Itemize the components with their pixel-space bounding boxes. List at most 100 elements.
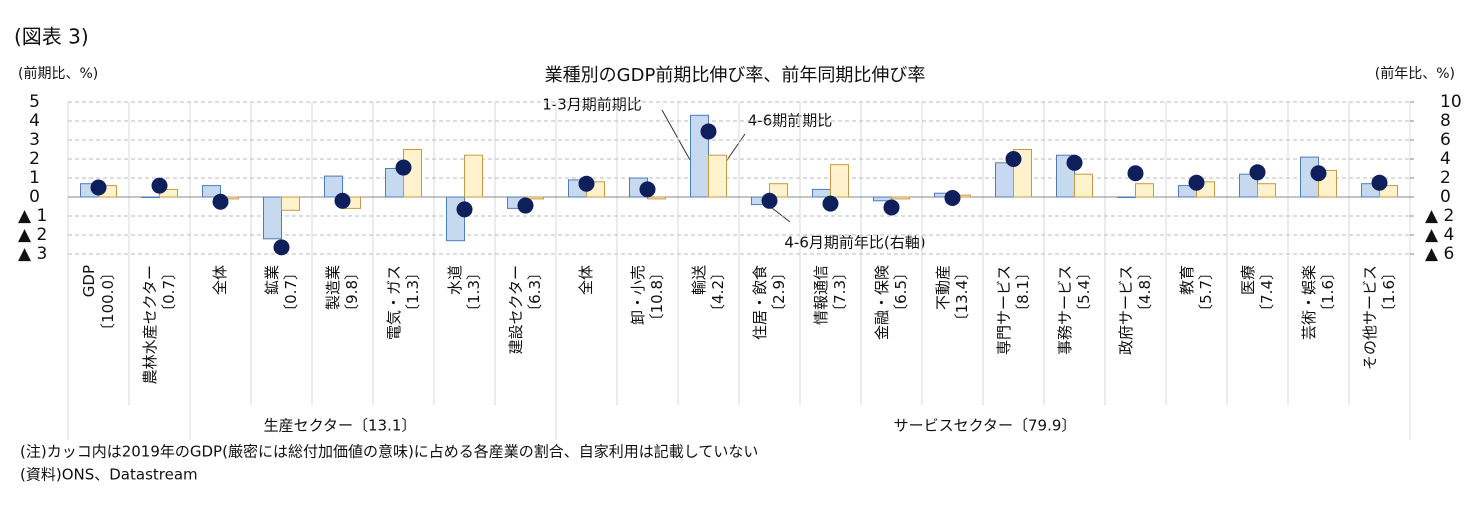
dot [1066,154,1083,171]
bar [281,196,300,211]
annotation: 4-6月期前年比(右軸) [784,234,925,252]
y2-tick-label: 0 [1440,187,1451,207]
dot [883,199,900,216]
dot [1188,174,1205,191]
x-tick-share: 〔1.6〕 [1380,265,1398,319]
x-tick-share: 〔8.1〕 [1014,265,1032,319]
note: (資料)ONS、Datastream [20,466,198,484]
x-tick-label: 全体 [211,265,229,295]
y2-tick-label: 4 [1440,149,1451,169]
dot [1310,165,1327,182]
x-tick-share: 〔1.6〕 [1319,265,1337,319]
x-tick-label: 金融・保険 [873,265,891,340]
dot [1249,164,1266,181]
dot [822,195,839,212]
chart-title: 業種別のGDP前期比伸び率、前年同期比伸び率 [545,65,926,86]
y-tick-label: 3 [29,130,40,150]
x-tick-share: 〔9.8〕 [343,265,361,319]
arrow [771,207,791,223]
arrow [724,133,746,164]
y-axis-label: (前期比、%) [18,65,98,82]
bar [1257,183,1276,198]
y-tick-label: 5 [29,92,40,112]
dot [1371,174,1388,191]
bar [1117,196,1136,198]
bar [769,183,788,198]
bar [812,188,831,198]
bar [202,185,221,198]
x-tick-label: 農林水産セクター [141,265,159,384]
y2-axis-label: (前年比、%) [1375,65,1455,82]
group-label: 生産セクター〔13.1〕 [264,417,417,435]
x-tick-share: 〔0.7〕 [282,265,300,319]
x-tick-label: 輸送 [690,265,708,295]
y-tick-label: 4 [29,111,40,131]
x-tick-label: 芸術・娯楽 [1300,265,1318,340]
x-tick-label: 水道 [446,265,464,295]
dot [639,181,656,198]
x-tick-label: 医療 [1239,265,1257,295]
y2-tick-label: 8 [1440,111,1451,131]
dot [151,177,168,194]
x-tick-share: 〔0.7〕 [160,265,178,319]
y2-tick-label: 2 [1440,168,1451,188]
x-tick-share: 〔5.4〕 [1075,265,1093,319]
x-tick-share: 〔4.2〕 [709,265,727,319]
x-tick-share: 〔1.3〕 [465,265,483,319]
arrow [661,109,691,161]
y-tick-label: ▲ 1 [18,206,47,226]
x-tick-label: 専門サービス [995,265,1013,355]
x-tick-share: 〔100.0〕 [99,265,117,338]
x-tick-label: 鉱業 [263,265,281,295]
x-tick-label: 住居・飲食 [751,265,769,340]
y-tick-label: 0 [29,187,40,207]
x-tick-label: 電気・ガス [385,265,403,340]
x-tick-label: 教育 [1178,265,1196,295]
bar [464,154,483,198]
group-label: サービスセクター〔79.9〕 [894,417,1077,435]
bar [647,196,666,200]
note: (注)カッコ内は2019年のGDP(厳密には総付加価値の意味)に占める各産業の割… [20,443,758,461]
x-tick-label: 不動産 [934,265,952,310]
x-tick-label: 製造業 [324,265,342,310]
x-tick-label: 事務サービス [1056,265,1074,355]
y2-tick-label: 6 [1440,130,1451,150]
bar [830,164,849,198]
bar [141,196,160,198]
x-tick-label: その他サービス [1361,265,1379,370]
x-tick-label: GDP [80,265,98,297]
y-tick-label: ▲ 3 [18,244,47,264]
x-tick-share: 〔4.8〕 [1136,265,1154,319]
y2-tick-label: ▲ 4 [1425,225,1454,245]
x-tick-share: 〔6.3〕 [526,265,544,319]
dot [90,179,107,196]
y2-tick-label: 10 [1440,92,1462,112]
dot [517,197,534,214]
x-tick-share: 〔1.3〕 [404,265,422,319]
bar [1379,185,1398,198]
dot [334,192,351,209]
dot [944,189,961,206]
bar [891,196,910,200]
dot [395,159,412,176]
x-tick-label: 政府サービス [1117,265,1135,355]
dot [1127,165,1144,182]
x-tick-share: 〔7.3〕 [831,265,849,319]
dot [456,201,473,218]
dot [212,193,229,210]
bar [1074,173,1093,198]
y2-tick-label: ▲ 6 [1425,244,1454,264]
y-tick-label: 1 [29,168,40,188]
dot [578,175,595,192]
x-tick-share: 〔6.5〕 [892,265,910,319]
annotation-arrows [661,109,791,223]
bar [263,196,282,240]
x-tick-label: 卸・小売 [629,265,647,325]
x-tick-label: 全体 [577,265,595,295]
bar [708,154,727,198]
figure-label: (図表 3) [14,25,89,49]
x-tick-label: 情報通信 [812,265,830,325]
y2-tick-label: ▲ 2 [1425,206,1454,226]
